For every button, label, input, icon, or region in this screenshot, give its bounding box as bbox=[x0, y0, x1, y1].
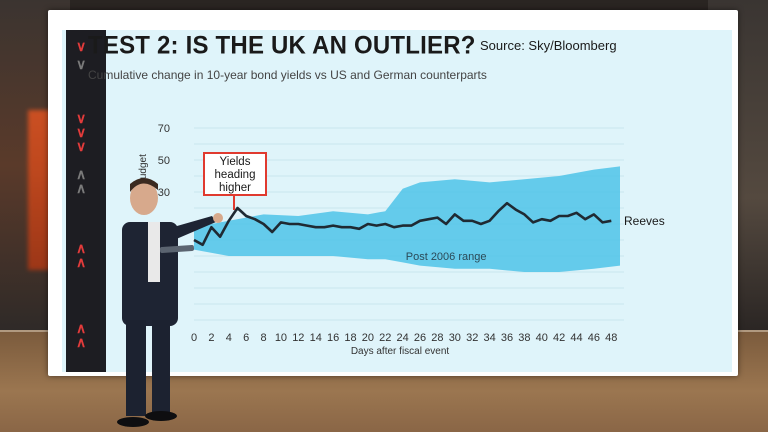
x-tick-label: 6 bbox=[243, 332, 249, 344]
presenter-leg-left bbox=[126, 320, 146, 416]
x-tick-label: 16 bbox=[327, 332, 339, 344]
line-chart: 7050303050 02468101214161820222426283032… bbox=[138, 123, 665, 357]
x-tick-label: 32 bbox=[466, 332, 478, 344]
x-tick-label: 12 bbox=[292, 332, 304, 344]
chevron-down-icon: ∨ bbox=[76, 110, 87, 126]
presenter-hand bbox=[213, 213, 223, 223]
x-tick-label: 26 bbox=[414, 332, 426, 344]
series-label-reeves: Reeves bbox=[624, 214, 665, 228]
x-tick-label: 20 bbox=[362, 332, 374, 344]
x-tick-label: 0 bbox=[191, 332, 197, 344]
x-tick-label: 48 bbox=[605, 332, 617, 344]
x-tick-label: 2 bbox=[208, 332, 214, 344]
presenter-shoe bbox=[117, 417, 149, 427]
chevron-up-icon: ∧ bbox=[76, 334, 87, 350]
chevron-up-icon: ∧ bbox=[76, 180, 87, 196]
x-tick-label: 46 bbox=[588, 332, 600, 344]
annotation-callout: Yields heading higher bbox=[203, 152, 267, 196]
x-tick-label: 30 bbox=[449, 332, 461, 344]
x-tick-label: 38 bbox=[518, 332, 530, 344]
x-tick-label: 42 bbox=[553, 332, 565, 344]
chevron-up-icon: ∧ bbox=[76, 240, 87, 256]
presenter-leg-right bbox=[152, 320, 170, 416]
chart-source: Source: Sky/Bloomberg bbox=[480, 38, 617, 53]
x-axis-ticks: 0 2 4 6 8 10 12 14 16 18 20 22 24 26 28 30 32 34 36 38 40 42 4… bbox=[191, 332, 617, 344]
y-tick-label: 70 bbox=[158, 123, 170, 135]
chevron-strip: ∨ ∨ ∨ ∨ ∨ ∧ ∧ ∧ ∧ ∧ ∧ bbox=[66, 30, 106, 372]
callout-line-2: heading bbox=[214, 169, 256, 181]
x-tick-label: 44 bbox=[570, 332, 582, 344]
chart-title: TEST 2: IS THE UK AN OUTLIER? bbox=[88, 31, 476, 60]
chevron-down-icon: ∨ bbox=[76, 124, 87, 140]
band-label: Post 2006 range bbox=[406, 251, 487, 263]
y-axis-label: Budget bbox=[138, 154, 149, 186]
x-tick-label: 36 bbox=[501, 332, 513, 344]
x-tick-label: 4 bbox=[226, 332, 232, 344]
presenter-hair bbox=[130, 178, 158, 192]
x-axis-label: Days after fiscal event bbox=[351, 346, 450, 357]
presenter-arm bbox=[170, 216, 216, 240]
x-tick-label: 28 bbox=[431, 332, 443, 344]
x-tick-label: 22 bbox=[379, 332, 391, 344]
presenter-shoe bbox=[145, 411, 177, 421]
chevron-down-icon: ∨ bbox=[76, 56, 87, 72]
y-tick-label: 30 bbox=[158, 187, 170, 199]
range-band-area bbox=[194, 166, 620, 272]
chevron-up-icon: ∧ bbox=[76, 254, 87, 270]
tablet bbox=[159, 244, 195, 254]
chevron-up-icon: ∧ bbox=[76, 166, 87, 182]
chevron-up-icon: ∧ bbox=[76, 320, 87, 336]
presenter-figure bbox=[117, 178, 223, 427]
chevron-down-icon: ∨ bbox=[76, 38, 87, 54]
callout-line-1: Yields bbox=[219, 156, 251, 168]
presenter-head bbox=[130, 181, 158, 215]
y-tick-label: 50 bbox=[158, 155, 170, 167]
x-tick-label: 18 bbox=[344, 332, 356, 344]
presenter-shirt bbox=[148, 222, 160, 282]
x-tick-label: 14 bbox=[310, 332, 322, 344]
series-line-reeves bbox=[193, 201, 612, 247]
x-tick-label: 10 bbox=[275, 332, 287, 344]
x-tick-label: 8 bbox=[260, 332, 266, 344]
chevron-down-icon: ∨ bbox=[76, 138, 87, 154]
callout-pointer bbox=[233, 196, 235, 210]
callout-line-3: higher bbox=[219, 182, 251, 194]
x-tick-label: 40 bbox=[536, 332, 548, 344]
reeves-series bbox=[193, 201, 612, 247]
x-tick-label: 34 bbox=[483, 332, 495, 344]
range-band bbox=[194, 166, 620, 272]
x-tick-label: 24 bbox=[397, 332, 409, 344]
chart-subtitle: Cumulative change in 10-year bond yields… bbox=[88, 68, 487, 82]
